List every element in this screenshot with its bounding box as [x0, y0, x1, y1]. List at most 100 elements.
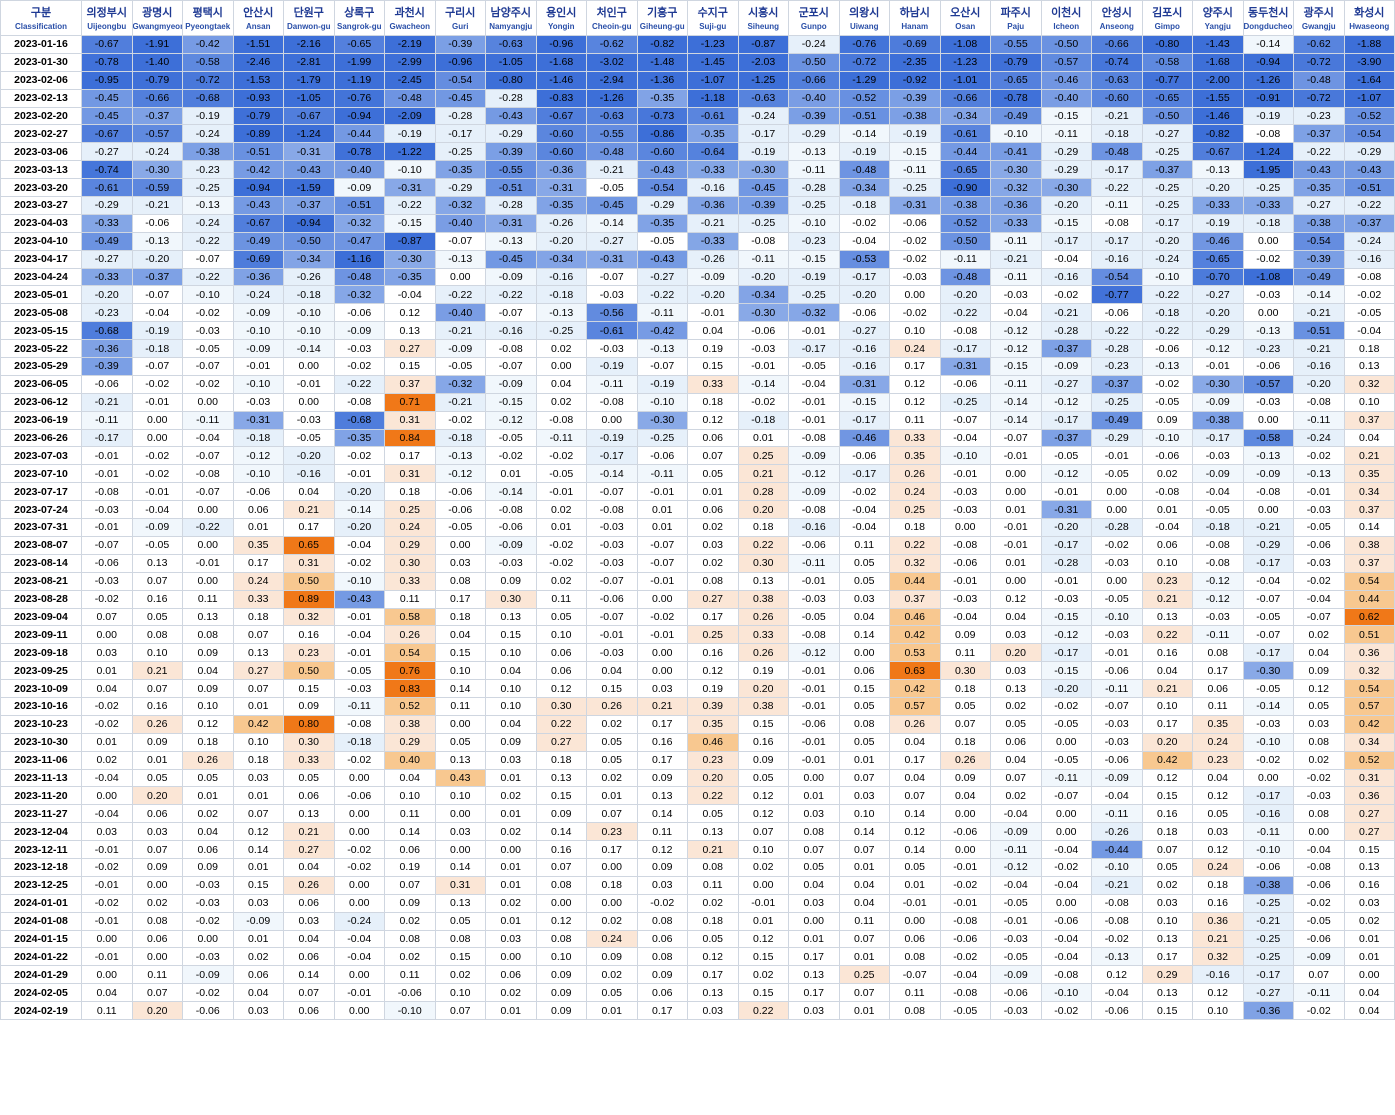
- row-date: 2023-02-20: [0, 106, 82, 126]
- heat-cell: -0.01: [283, 374, 335, 394]
- heat-cell: -0.20: [939, 285, 991, 305]
- heat-cell: -0.50: [788, 52, 840, 72]
- heat-cell: 0.20: [1141, 732, 1193, 752]
- heat-cell: 0.03: [232, 768, 284, 788]
- heat-cell: -0.22: [333, 374, 385, 394]
- heat-cell: 0.17: [1141, 947, 1193, 967]
- heat-cell: -0.29: [1192, 321, 1244, 341]
- heat-cell: 0.02: [586, 965, 638, 985]
- heat-cell: 0.09: [535, 983, 587, 1003]
- heat-cell: 0.17: [788, 947, 840, 967]
- heat-cell: 0.15: [434, 643, 486, 663]
- column-header: 광명시Gwangmyeong: [131, 0, 183, 36]
- heat-cell: -0.05: [636, 231, 688, 251]
- heat-cell: 0.06: [889, 929, 941, 949]
- heat-cell: -0.14: [333, 500, 385, 520]
- heat-cell: -0.04: [182, 428, 234, 448]
- heat-cell: -0.01: [939, 893, 991, 913]
- heat-cell: -0.10: [384, 1001, 436, 1020]
- heat-cell: 0.44: [1343, 589, 1395, 609]
- column-label-ko: 광주시: [1303, 5, 1334, 19]
- heat-cell: 0.04: [232, 983, 284, 1003]
- heat-cell: 0.12: [1293, 679, 1345, 698]
- table-row: 2023-06-12 -0.21 -0.01 0.00 -0.03 0.00 -0.08 0.…: [0, 392, 1395, 412]
- heat-cell: -0.29: [81, 196, 133, 215]
- heat-cell: 0.05: [687, 929, 739, 949]
- heat-cell: 0.02: [586, 768, 638, 788]
- heat-cell: -0.16: [1242, 804, 1294, 824]
- heat-cell: -0.05: [434, 518, 486, 537]
- heat-cell: -0.01: [889, 893, 941, 913]
- heat-cell: -0.49: [990, 106, 1042, 126]
- heat-cell: -0.36: [687, 196, 739, 215]
- heat-cell: -0.14: [990, 392, 1042, 412]
- heat-cell: -0.63: [737, 88, 789, 108]
- heat-cell: -0.07: [636, 553, 688, 573]
- heat-cell: -0.05: [1141, 392, 1193, 412]
- heat-cell: -0.03: [182, 875, 234, 895]
- row-date: 2023-03-27: [0, 196, 82, 215]
- heat-cell: 0.04: [990, 607, 1042, 627]
- heat-cell: -0.06: [1242, 357, 1294, 376]
- heat-cell: 0.13: [687, 822, 739, 842]
- heat-cell: -0.03: [1091, 625, 1143, 645]
- heat-cell: -0.10: [1091, 857, 1143, 877]
- heat-cell: 0.42: [1141, 750, 1193, 770]
- heat-cell: 0.01: [535, 518, 587, 537]
- heat-cell: 0.00: [485, 840, 537, 859]
- heat-cell: 0.02: [586, 714, 638, 734]
- heat-cell: -0.01: [990, 446, 1042, 466]
- column-label-ko: 오산시: [950, 5, 981, 19]
- heat-cell: 0.40: [384, 750, 436, 770]
- heat-cell: -0.35: [636, 213, 688, 233]
- heat-cell: 0.09: [737, 750, 789, 770]
- heat-cell: -1.36: [636, 70, 688, 90]
- heat-cell: -0.07: [182, 446, 234, 466]
- table-row: 2023-04-24 -0.33 -0.37 -0.22 -0.36 -0.26 -0.48…: [0, 267, 1395, 287]
- heat-cell: -0.16: [283, 464, 335, 484]
- heat-cell: 0.08: [384, 929, 436, 949]
- heat-cell: 0.18: [232, 607, 284, 627]
- heat-cell: -0.72: [182, 70, 234, 90]
- heat-cell: 0.10: [485, 679, 537, 698]
- heat-cell: -0.15: [1040, 661, 1092, 681]
- heat-cell: 0.01: [1141, 500, 1193, 520]
- heat-cell: 0.14: [636, 804, 688, 824]
- heat-cell: 0.02: [535, 571, 587, 591]
- heat-cell: -0.06: [990, 983, 1042, 1003]
- heat-cell: -0.21: [434, 392, 486, 412]
- heat-cell: -0.11: [636, 464, 688, 484]
- heat-cell: 0.10: [434, 983, 486, 1003]
- heat-cell: -0.10: [990, 124, 1042, 144]
- heat-cell: -0.08: [1091, 213, 1143, 233]
- heat-cell: -0.37: [283, 196, 335, 215]
- heat-cell: 0.13: [687, 983, 739, 1003]
- heat-cell: -0.31: [535, 178, 587, 198]
- heat-cell: -0.01: [81, 875, 133, 895]
- heat-cell: 0.54: [1343, 571, 1395, 591]
- heat-cell: 0.07: [131, 679, 183, 698]
- heat-cell: -0.03: [586, 535, 638, 555]
- heat-cell: -0.19: [131, 321, 183, 341]
- heat-cell: 0.05: [131, 607, 183, 627]
- heat-cell: 0.36: [1343, 786, 1395, 806]
- heat-cell: -0.51: [1343, 178, 1395, 198]
- heat-cell: -0.18: [1091, 124, 1143, 144]
- heat-cell: -0.08: [1242, 482, 1294, 502]
- heat-cell: -0.19: [889, 124, 941, 144]
- column-label-en: Siheung: [747, 21, 780, 31]
- heat-cell: -0.03: [1293, 553, 1345, 573]
- heat-cell: -0.03: [939, 589, 991, 609]
- heat-cell: -0.20: [333, 518, 385, 537]
- heat-cell: -0.25: [1141, 142, 1193, 162]
- heat-cell: -0.35: [687, 124, 739, 144]
- heat-cell: 0.50: [283, 571, 335, 591]
- heat-cell: -0.14: [485, 482, 537, 502]
- heat-cell: -0.05: [182, 339, 234, 359]
- heat-cell: -0.16: [1343, 249, 1395, 269]
- heat-cell: 0.20: [737, 679, 789, 698]
- heat-cell: 0.23: [1141, 571, 1193, 591]
- column-label-ko: 수지구: [697, 5, 728, 19]
- heat-cell: 0.06: [990, 732, 1042, 752]
- heat-cell: 0.52: [384, 696, 436, 716]
